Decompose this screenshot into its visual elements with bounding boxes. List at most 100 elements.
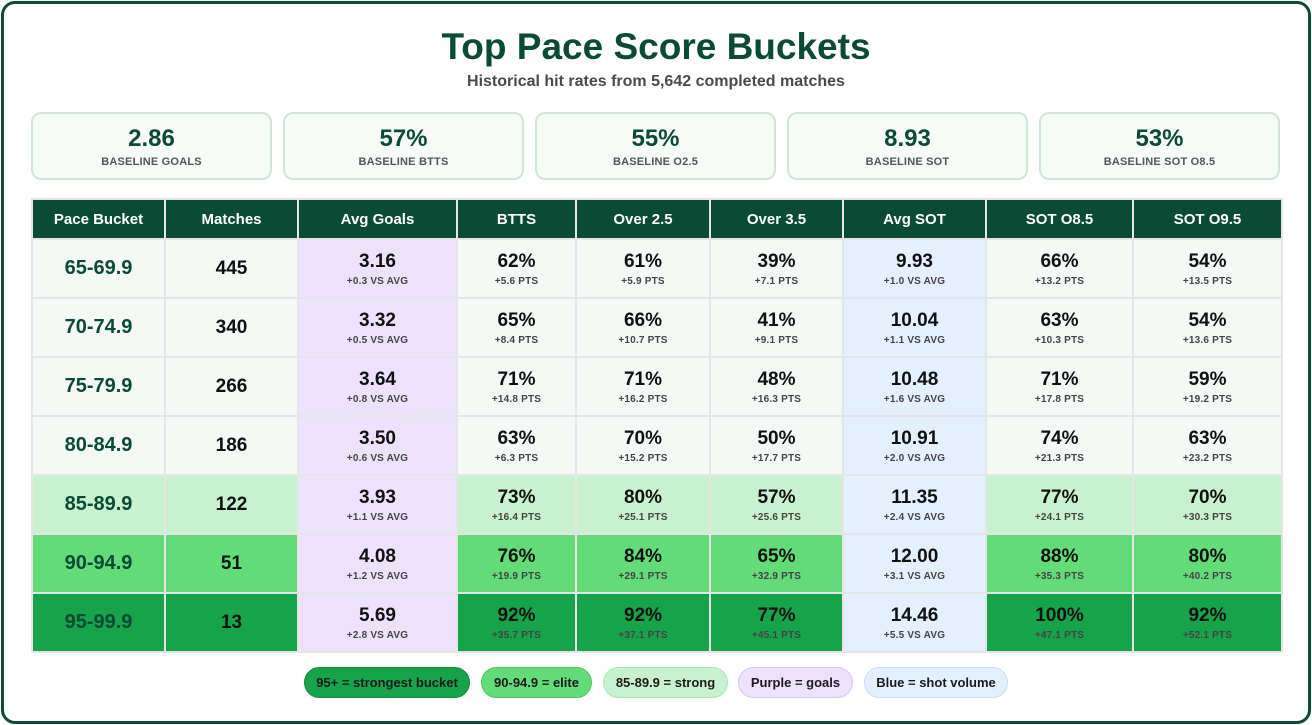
metric-delta: +2.0 VS AVG [883,452,946,464]
metric-value: 59% [1188,368,1227,390]
metric-value: 41% [757,309,796,331]
metric-value: 12.00 [890,545,939,567]
metric-cell: 66% +13.2 PTS [985,238,1134,299]
metric-cell: 4.08 +1.2 VS AVG [297,533,458,594]
legend-pill-strongest: 95+ = strongest bucket [304,667,470,698]
matches-value: 186 [215,434,248,456]
metric-delta: +16.4 PTS [491,511,542,523]
metric-value: 3.93 [359,486,396,508]
table-row: 75-79.9 266 3.64 +0.8 VS AVG 71% +14.8 PTS 71%… [31,356,1283,417]
metric-delta: +13.6 PTS [1182,334,1233,346]
metric-cell: 57% +25.6 PTS [709,474,844,535]
pace-bucket-table: Pace Bucket Matches Avg Goals BTTS Over … [31,198,1283,653]
metric-cell: 12.00 +3.1 VS AVG [842,533,987,594]
matches-value: 13 [220,611,243,633]
legend: 95+ = strongest bucket 90-94.9 = elite 8… [0,667,1312,699]
metric-value: 92% [497,604,536,626]
stat-value: 2.86 [128,125,175,152]
metric-value: 10.91 [890,427,939,449]
metric-value: 4.08 [359,545,396,567]
metric-cell: 70% +30.3 PTS [1132,474,1283,535]
metric-cell: 77% +24.1 PTS [985,474,1134,535]
pace-bucket-cell: 75-79.9 [31,356,166,417]
column-header: SOT O9.5 [1132,198,1283,240]
pace-bucket-label: 80-84.9 [64,434,133,456]
metric-value: 62% [497,250,536,272]
metric-cell: 80% +40.2 PTS [1132,533,1283,594]
metric-value: 57% [757,486,796,508]
stat-value: 55% [631,125,680,152]
metric-delta: +7.1 PTS [754,275,799,287]
metric-delta: +25.1 PTS [618,511,668,523]
metric-delta: +47.1 PTS [1034,629,1085,641]
metric-delta: +0.5 VS AVG [346,334,409,346]
table-body: 65-69.9 445 3.16 +0.3 VS AVG 62% +5.6 PTS 61% +… [31,238,1283,653]
pace-bucket-label: 70-74.9 [64,316,133,338]
matches-value: 122 [215,493,248,515]
metric-delta: +1.0 VS AVG [883,275,946,287]
metric-value: 10.04 [890,309,939,331]
pace-bucket-cell: 90-94.9 [31,533,166,594]
metric-cell: 14.46 +5.5 VS AVG [842,592,987,653]
metric-cell: 65% +32.9 PTS [709,533,844,594]
matches-cell: 13 [164,592,299,653]
metric-value: 63% [497,427,536,449]
matches-value: 445 [215,257,248,279]
column-header: Avg Goals [297,198,458,240]
metric-cell: 76% +19.9 PTS [456,533,577,594]
metric-cell: 92% +35.7 PTS [456,592,577,653]
column-header: Over 2.5 [575,198,711,240]
stat-card-sot-o85: 53% BASELINE SOT O8.5 [1039,112,1280,180]
metric-delta: +0.8 VS AVG [346,393,409,405]
metric-cell: 66% +10.7 PTS [575,297,711,358]
metric-value: 10.48 [890,368,939,390]
metric-value: 71% [1040,368,1079,390]
metric-delta: +13.2 PTS [1034,275,1085,287]
metric-delta: +40.2 PTS [1182,570,1233,582]
matches-value: 340 [215,316,248,338]
metric-cell: 92% +52.1 PTS [1132,592,1283,653]
metric-cell: 54% +13.6 PTS [1132,297,1283,358]
metric-delta: +35.7 PTS [491,629,542,641]
matches-cell: 51 [164,533,299,594]
metric-value: 11.35 [891,486,938,508]
metric-cell: 73% +16.4 PTS [456,474,577,535]
column-header: BTTS [456,198,577,240]
metric-value: 71% [497,368,536,390]
metric-cell: 63% +6.3 PTS [456,415,577,476]
stat-label: BASELINE BTTS [358,156,449,168]
pace-bucket-cell: 95-99.9 [31,592,166,653]
metric-cell: 61% +5.9 PTS [575,238,711,299]
stat-label: BASELINE SOT O8.5 [1103,156,1216,168]
metric-value: 66% [1040,250,1079,272]
column-header: Matches [164,198,299,240]
metric-cell: 62% +5.6 PTS [456,238,577,299]
table-row: 70-74.9 340 3.32 +0.5 VS AVG 65% +8.4 PTS 66% +… [31,297,1283,358]
pace-bucket-label: 65-69.9 [64,257,133,279]
metric-cell: 65% +8.4 PTS [456,297,577,358]
metric-delta: +5.6 PTS [494,275,539,287]
metric-cell: 10.91 +2.0 VS AVG [842,415,987,476]
pace-bucket-label: 90-94.9 [64,552,133,574]
metric-cell: 11.35 +2.4 VS AVG [842,474,987,535]
metric-delta: +5.5 VS AVG [883,629,946,641]
legend-pill-shot-volume: Blue = shot volume [864,667,1008,698]
metric-value: 66% [623,309,663,331]
metric-delta: +8.4 PTS [494,334,539,346]
metric-cell: 71% +14.8 PTS [456,356,577,417]
metric-cell: 3.32 +0.5 VS AVG [297,297,458,358]
page-title: Top Pace Score Buckets [441,26,871,67]
metric-value: 61% [623,250,663,272]
metric-cell: 50% +17.7 PTS [709,415,844,476]
metric-delta: +2.8 VS AVG [346,629,409,641]
stat-label: BASELINE GOALS [101,156,202,168]
metric-cell: 10.48 +1.6 VS AVG [842,356,987,417]
metric-delta: +14.8 PTS [491,393,542,405]
metric-cell: 77% +45.1 PTS [709,592,844,653]
page-subtitle: Historical hit rates from 5,642 complete… [467,73,845,90]
metric-cell: 3.93 +1.1 VS AVG [297,474,458,535]
stat-card-o25: 55% BASELINE O2.5 [535,112,776,180]
table-row: 85-89.9 122 3.93 +1.1 VS AVG 73% +16.4 PTS 80%… [31,474,1283,535]
metric-value: 77% [1040,486,1079,508]
metric-value: 80% [623,486,663,508]
